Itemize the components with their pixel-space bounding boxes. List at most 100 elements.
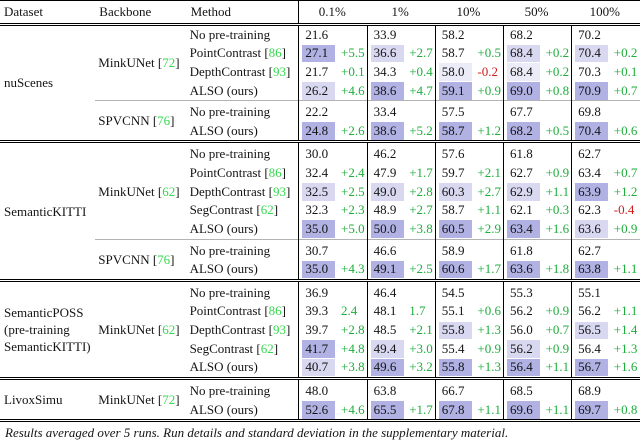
miou-value: 68.5 [509,382,533,398]
miou-value: 60.6 [438,260,472,279]
delta-value: +5.2 [409,122,433,138]
delta-value: -0.4 [613,202,635,218]
delta-value: +0.9 [545,165,570,180]
miou-value: 46.4 [373,284,397,300]
table-row: ALSO (ours) 35.0 +4.3 49.1 +2.5 60.6 +1.7 63.6 +… [0,260,640,281]
miou-value: 68.4 [506,63,540,81]
miou-value-cell: 21.7 [298,62,339,82]
delta-value [474,100,504,122]
delta-value: +2.4 [341,165,365,180]
miou-value: 56.4 [506,358,540,377]
miou-value: 62.7 [578,242,601,258]
miou-value: 21.6 [305,26,329,42]
method-label: ALSO (ours) [189,122,258,138]
miou-value-cell: 68.9 [571,376,611,401]
miou-value-cell: 48.0 [298,376,339,401]
miou-value: 38.6 [370,122,404,140]
delta-value: +3.0 [409,340,433,356]
miou-value-cell: 55.1 [434,302,475,321]
miou-value: 55.4 [441,340,465,356]
delta-value: +0.7 [613,82,638,98]
col-header-method: Method [186,0,299,26]
miou-value-cell: 63.6 [502,260,543,281]
miou-value: 22.2 [305,104,329,120]
miou-value-cell: 68.5 [502,376,543,401]
miou-value: 57.6 [441,146,465,162]
miou-value-cell: 46.2 [366,140,407,164]
table-row: PointContrast [86] 32.4 +2.4 47.9 +1.7 59.7 +2… [0,164,640,183]
miou-value: 48.0 [305,382,329,398]
delta-value: +1.1 [477,202,501,218]
miou-value-cell: 55.1 [571,278,611,303]
miou-value-cell: 24.8 [298,121,339,142]
miou-value: 58.7 [438,122,472,140]
miou-value-cell: 65.5 [366,400,407,421]
miou-value: 63.8 [373,382,397,398]
miou-value: 32.3 [305,202,329,218]
delta-value [474,376,504,401]
miou-value-cell: 63.4 [571,164,611,183]
miou-value: 38.6 [370,82,404,100]
delta-value: +2.1 [409,322,433,337]
miou-value-cell: 56.4 [502,358,543,379]
miou-value-cell: 69.0 [502,81,543,101]
results-table: Dataset Backbone Method 0.1% 1% 10% 50% 100% nuS… [0,0,640,423]
miou-value-cell: 39.3 [298,302,339,321]
table-row: SegContrast [62] 32.3 +2.3 48.9 +2.7 58.7 +1.1… [0,201,640,220]
delta-value: +2.8 [409,183,433,199]
miou-value: 58.7 [441,45,465,61]
delta-value: +0.2 [545,45,570,61]
table-row: ALSO (ours) 24.8 +2.6 38.6 +5.2 58.7 +1.2 68.2 +… [0,121,640,142]
miou-value-cell: 56.4 [571,339,611,359]
table-caption-note: Results averaged over 5 runs. Run detail… [5,425,509,441]
delta-value: +3.2 [409,359,433,375]
miou-value: 49.6 [370,358,404,377]
col-header-pct-10%: 10% [435,0,504,26]
delta-value: +0.5 [477,45,501,61]
miou-value-cell: 35.0 [298,219,339,239]
citation-ref: 62 [162,322,176,337]
miou-value-cell: 62.7 [502,164,543,183]
delta-value: +1.4 [613,322,638,337]
delta-value: +0.2 [545,63,570,79]
delta-value: +2.5 [409,261,433,277]
delta-value: +4.6 [341,401,365,417]
method-label: ALSO (ours) [189,220,258,236]
backbone-label: MinkUNet [72] [95,376,187,421]
miou-value-cell: 35.0 [298,260,339,281]
col-header-pct-1%: 1% [367,0,436,26]
delta-value: +0.5 [545,122,570,138]
miou-value: 63.8 [575,260,609,279]
miou-value-cell: 60.5 [434,219,475,239]
delta-value [611,24,640,44]
delta-value [474,278,504,303]
miou-value: 58.0 [438,63,472,81]
miou-value-cell: 67.7 [502,100,543,122]
method-label: DepthContrast [93] [189,183,291,199]
table-row: SPVCNN [76] No pre-training 30.7 46.6 58.9 61… [0,238,640,281]
miou-value-cell: 55.4 [434,339,475,359]
miou-value: 56.5 [575,321,609,340]
miou-value-cell: 46.6 [366,238,407,261]
table-row: SemanticKITTI MinkUNet [62] No pre-trainin… [0,140,640,281]
miou-value: 27.1 [302,44,336,63]
miou-value-cell: 26.2 [298,81,339,101]
miou-value-cell: 50.0 [366,219,407,239]
citation-ref: 72 [162,54,176,70]
delta-value [406,278,436,303]
method-label: ALSO (ours) [189,359,258,375]
miou-value-cell: 41.7 [298,339,339,359]
miou-value: 33.9 [373,26,397,42]
delta-value: -0.2 [477,63,498,79]
delta-value: +1.7 [409,401,433,417]
miou-value-cell: 32.3 [298,201,339,220]
delta-value: +0.7 [613,165,638,180]
miou-value: 30.0 [305,146,329,162]
method-label: ALSO (ours) [189,261,258,277]
backbone-label: SPVCNN [76] [95,100,187,142]
delta-value [542,238,572,261]
col-header-dataset: Dataset [0,0,96,26]
miou-value-cell: 60.6 [434,260,475,281]
miou-value: 67.7 [509,104,533,120]
miou-value-cell: 22.2 [298,100,339,122]
